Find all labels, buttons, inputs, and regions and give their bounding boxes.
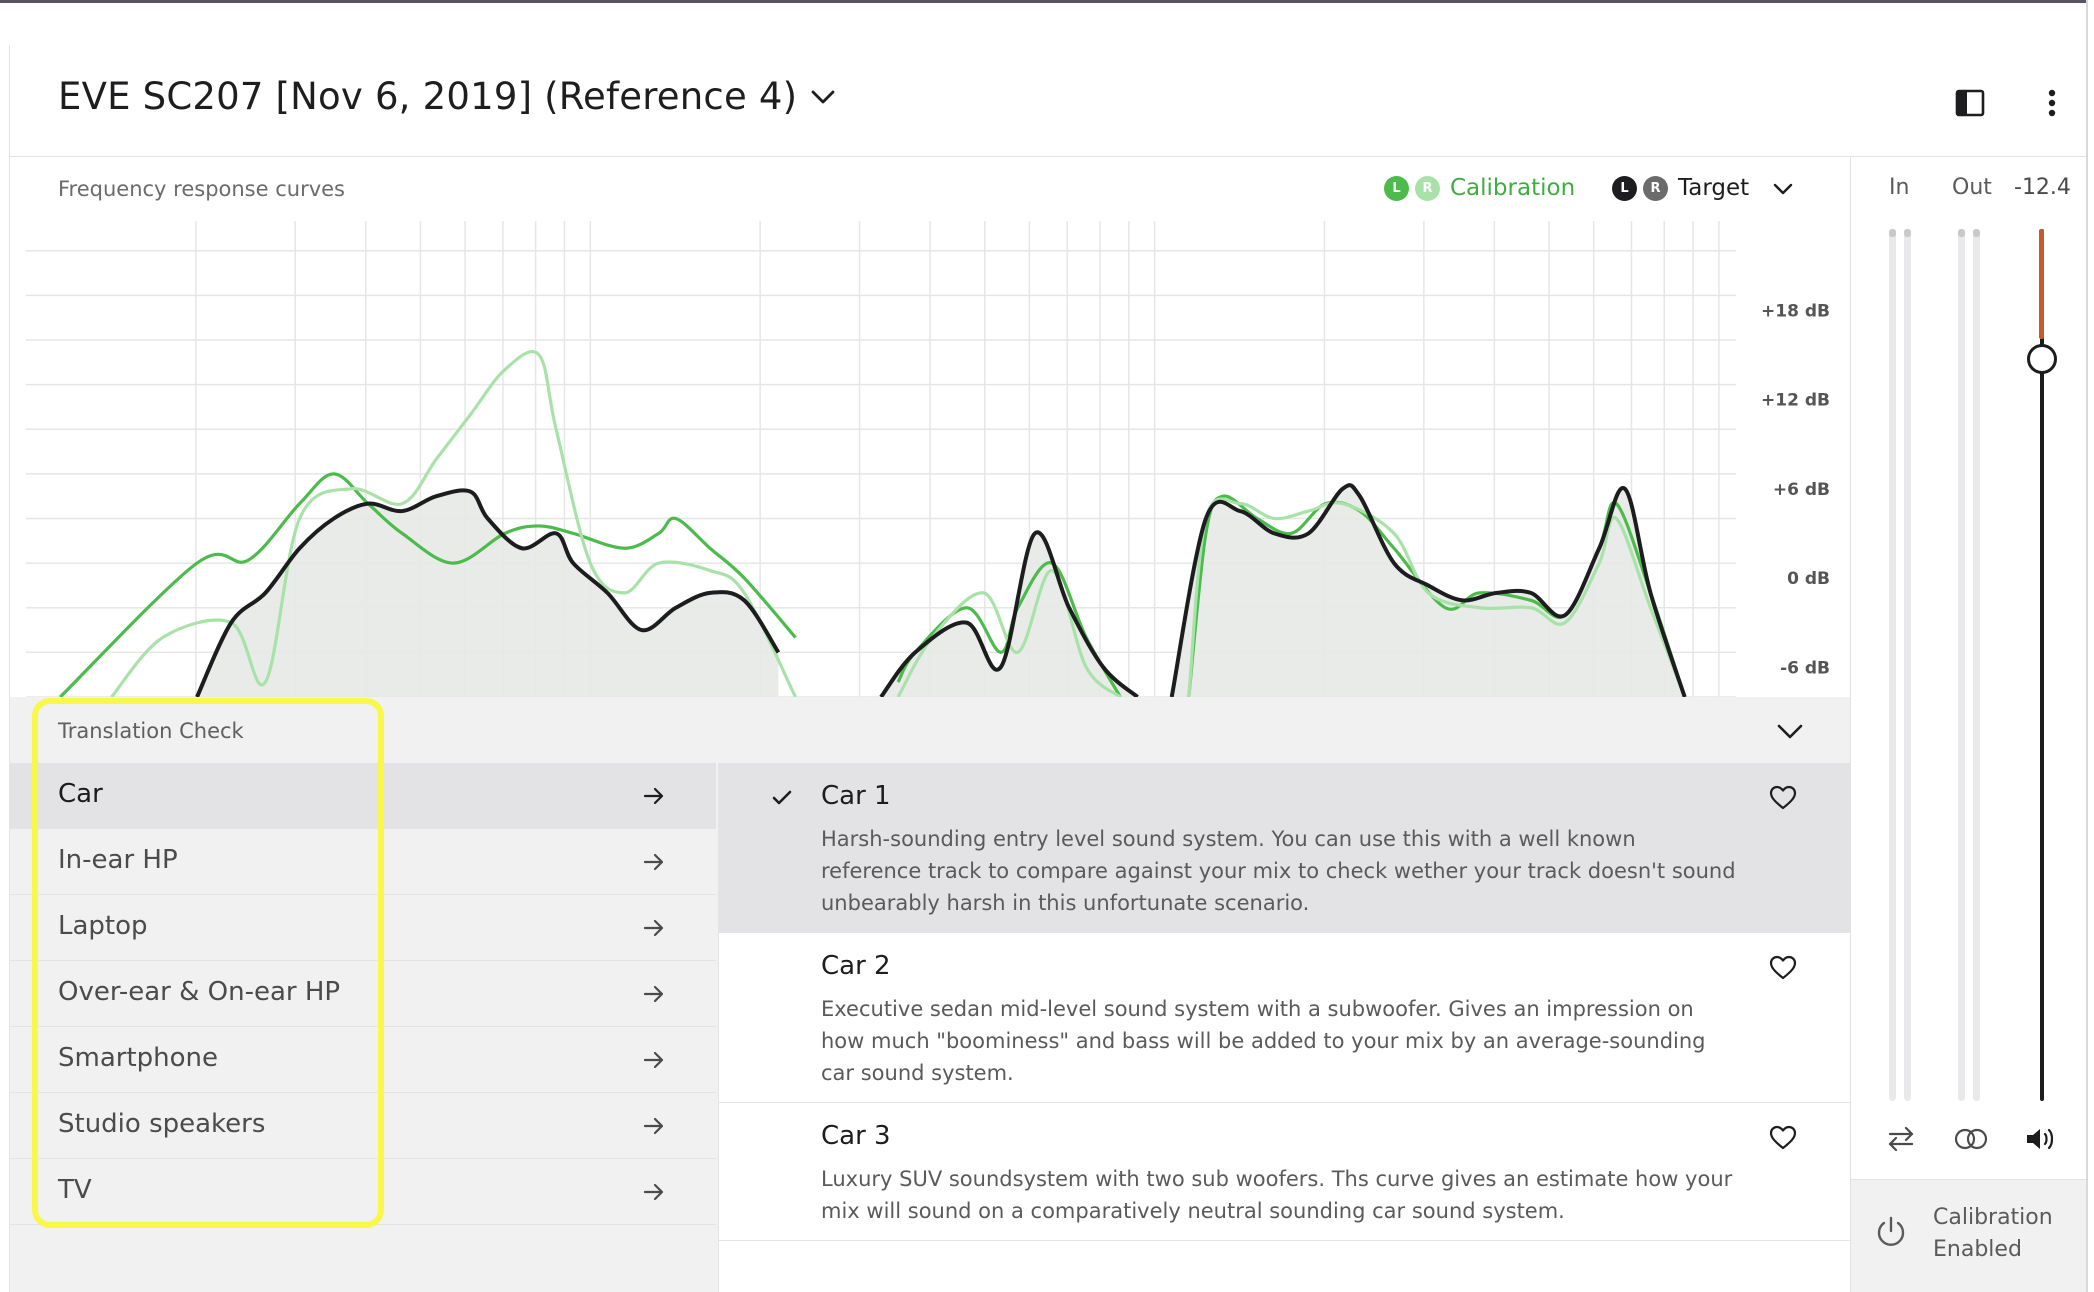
arrow-right-icon	[643, 1183, 664, 1201]
volume-fader-fill	[2039, 229, 2044, 339]
calibration-toggle[interactable]: Calibration Enabled	[1851, 1179, 2087, 1292]
arrow-right-icon	[643, 1117, 664, 1135]
calibration-status-label: Calibration Enabled	[1933, 1202, 2053, 1266]
target-right-dot: R	[1643, 175, 1668, 201]
category-label: Studio speakers	[58, 1109, 266, 1139]
preset-name: Car 3	[821, 1121, 891, 1151]
legend-dropdown-chevron-icon[interactable]	[1772, 181, 1794, 197]
profile-title: EVE SC207 [Nov 6, 2019] (Reference 4)	[58, 75, 798, 118]
app-header: EVE SC207 [Nov 6, 2019] (Reference 4)	[10, 3, 2086, 157]
y-tick-label: +18 dB	[1761, 301, 1830, 321]
target-left-dot: L	[1612, 175, 1637, 201]
arrow-right-icon	[643, 787, 664, 805]
target-legend-label: Target	[1678, 175, 1750, 201]
series-line-calibration-r	[110, 350, 797, 697]
preset-item-car-3[interactable]: Car 3 Luxury SUV soundsystem with two su…	[719, 1103, 1850, 1241]
frequency-chart-panel: Frequency response curves L R Calibratio…	[10, 157, 1850, 697]
profile-selector[interactable]: EVE SC207 [Nov 6, 2019] (Reference 4)	[58, 75, 837, 118]
series-line-calibration-l	[59, 472, 797, 697]
translation-check-panel: Translation Check Car In-ear HP Laptop O…	[10, 697, 1850, 1292]
legend-calibration[interactable]: L R Calibration	[1384, 175, 1575, 201]
arrow-right-icon	[643, 985, 664, 1003]
output-peak-right	[1973, 229, 1980, 237]
input-meter-right	[1904, 229, 1911, 1101]
chart-title: Frequency response curves	[58, 177, 345, 201]
checkmark-icon	[772, 790, 792, 805]
power-icon	[1877, 1216, 1905, 1246]
level-meters-panel: In Out -12.4 Calibratio	[1850, 157, 2087, 1292]
input-meter-left	[1889, 229, 1896, 1101]
series-line-target	[195, 488, 781, 697]
arrow-right-icon	[643, 853, 664, 871]
preset-description: Harsh-sounding entry level sound system.…	[821, 827, 1736, 915]
swap-channels-icon[interactable]	[1881, 1121, 1921, 1157]
category-item-laptop[interactable]: Laptop	[10, 895, 716, 961]
window-left-edge	[9, 45, 10, 1292]
preset-name: Car 1	[821, 781, 891, 811]
translation-check-header: Translation Check	[10, 697, 1850, 763]
favorite-heart-icon[interactable]	[1769, 1125, 1797, 1151]
arrow-right-icon	[643, 1051, 664, 1069]
calibration-right-dot: R	[1415, 175, 1440, 201]
preset-item-car-1[interactable]: Car 1 Harsh-sounding entry level sound s…	[719, 763, 1850, 933]
translation-check-title: Translation Check	[58, 719, 244, 743]
preset-item-car-2[interactable]: Car 2 Executive sedan mid-level sound sy…	[719, 933, 1850, 1103]
category-item-in-ear-hp[interactable]: In-ear HP	[10, 829, 716, 895]
frequency-response-chart: +18 dB +12 dB +6 dB 0 dB -6 dB	[26, 221, 1830, 697]
category-item-tv[interactable]: TV	[10, 1159, 716, 1225]
favorite-heart-icon[interactable]	[1769, 955, 1797, 981]
calibration-state: Enabled	[1933, 1237, 2022, 1262]
y-tick-label: -6 dB	[1780, 658, 1830, 678]
series-line-target	[879, 530, 1139, 697]
category-list: Car In-ear HP Laptop Over-ear & On-ear H…	[10, 763, 716, 1225]
category-item-studio-speakers[interactable]: Studio speakers	[10, 1093, 716, 1159]
chevron-down-icon	[811, 90, 835, 103]
category-label: Over-ear & On-ear HP	[58, 977, 341, 1007]
output-meter-right	[1973, 229, 1980, 1101]
category-label: TV	[58, 1175, 92, 1205]
favorite-heart-icon[interactable]	[1769, 785, 1797, 811]
window-right-edge	[2086, 0, 2094, 1292]
target-fill-area	[881, 532, 1138, 697]
output-peak-left	[1958, 229, 1965, 237]
preset-name: Car 2	[821, 951, 891, 981]
window-top-border	[0, 0, 2094, 3]
calibration-left-dot: L	[1384, 175, 1409, 201]
calibration-label: Calibration	[1933, 1205, 2053, 1230]
category-label: In-ear HP	[58, 845, 178, 875]
category-item-over-ear-hp[interactable]: Over-ear & On-ear HP	[10, 961, 716, 1027]
y-tick-label: +12 dB	[1761, 391, 1830, 411]
target-fill-area	[197, 490, 779, 697]
sidebar-toggle-icon[interactable]	[1952, 85, 1988, 121]
y-tick-label: +6 dB	[1773, 480, 1830, 500]
category-item-smartphone[interactable]: Smartphone	[10, 1027, 716, 1093]
category-label: Smartphone	[58, 1043, 219, 1073]
input-peak-left	[1889, 229, 1896, 237]
category-item-car[interactable]: Car	[10, 763, 716, 829]
speaker-volume-icon[interactable]	[2021, 1121, 2061, 1157]
output-meter-label: Out	[1952, 175, 1992, 200]
input-peak-right	[1904, 229, 1911, 237]
mono-stereo-icon[interactable]	[1951, 1121, 1991, 1157]
preset-description: Luxury SUV soundsystem with two sub woof…	[821, 1167, 1733, 1223]
chevron-down-icon	[1777, 724, 1803, 739]
legend-target[interactable]: L R Target	[1612, 175, 1749, 201]
arrow-right-icon	[643, 919, 664, 937]
input-meter-label: In	[1889, 175, 1910, 200]
volume-value: -12.4	[2014, 175, 2071, 200]
volume-fader-track[interactable]	[2040, 229, 2044, 1101]
calibration-legend-label: Calibration	[1450, 175, 1576, 201]
more-vertical-icon[interactable]	[2034, 85, 2070, 121]
preset-list: Car 1 Harsh-sounding entry level sound s…	[718, 763, 1850, 1292]
output-meter-left	[1958, 229, 1965, 1101]
y-tick-label: 0 dB	[1787, 569, 1830, 589]
preset-description: Executive sedan mid-level sound system w…	[821, 997, 1706, 1085]
category-label: Laptop	[58, 911, 148, 941]
category-label: Car	[58, 779, 103, 809]
series-line-target	[1169, 483, 1687, 697]
volume-fader-knob[interactable]	[2027, 344, 2057, 374]
series-line-calibration-r	[1187, 497, 1687, 697]
collapse-panel-button[interactable]	[1770, 711, 1810, 751]
